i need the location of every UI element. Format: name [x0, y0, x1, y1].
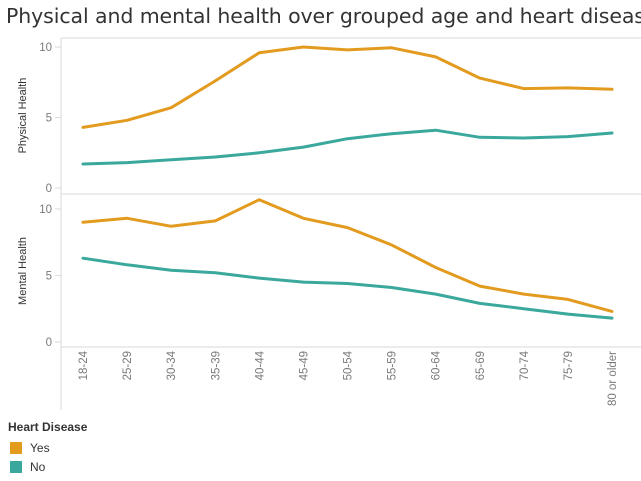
legend: Heart Disease Yes No [8, 420, 87, 476]
x-tick-label: 35-39 [210, 351, 222, 380]
legend-item-no[interactable]: No [8, 457, 87, 476]
y-axis-title: Mental Health [17, 237, 29, 305]
x-tick-label: 45-49 [298, 351, 310, 380]
x-tick-label: 75-79 [563, 351, 575, 380]
y-tick-label: 0 [46, 183, 52, 195]
series-line-no [81, 256, 614, 320]
x-tick-label: 50-54 [343, 350, 355, 380]
x-tick-label: 80 or older [607, 351, 619, 406]
x-tick-label: 55-59 [387, 351, 399, 380]
x-tick-label: 40-44 [254, 350, 266, 380]
y-tick-label: 10 [39, 42, 52, 54]
x-tick-label: 30-34 [166, 350, 178, 380]
x-tick-label: 65-69 [475, 351, 487, 380]
legend-label-no: No [30, 459, 46, 474]
series-line-yes [81, 198, 614, 313]
legend-item-yes[interactable]: Yes [8, 438, 87, 457]
legend-swatch-no [10, 460, 22, 473]
y-tick-label: 5 [46, 270, 52, 282]
y-tick-label: 10 [39, 204, 52, 216]
y-tick-label: 0 [46, 337, 52, 349]
series-line-no [81, 128, 614, 166]
y-axis-title: Physical Health [17, 78, 29, 154]
panel-mental-health: 0 5 10 Mental Health [17, 198, 614, 349]
legend-title: Heart Disease [8, 420, 88, 434]
panel-physical-health: 0 5 10 Physical Health [17, 42, 614, 195]
chart-frame [60, 37, 641, 410]
series-line-yes [81, 45, 614, 129]
x-axis: 18-24 25-29 30-34 35-39 40-44 45-49 50-54 55-59… [78, 350, 619, 406]
y-tick-label: 5 [46, 113, 52, 125]
x-tick-label: 70-74 [519, 350, 531, 380]
x-tick-label: 25-29 [122, 351, 134, 380]
chart-title: Physical and mental health over grouped … [6, 4, 641, 28]
legend-label-yes: Yes [30, 440, 50, 455]
legend-swatch-yes [10, 441, 22, 454]
x-tick-label: 60-64 [431, 350, 443, 380]
x-tick-label: 18-24 [78, 350, 90, 380]
